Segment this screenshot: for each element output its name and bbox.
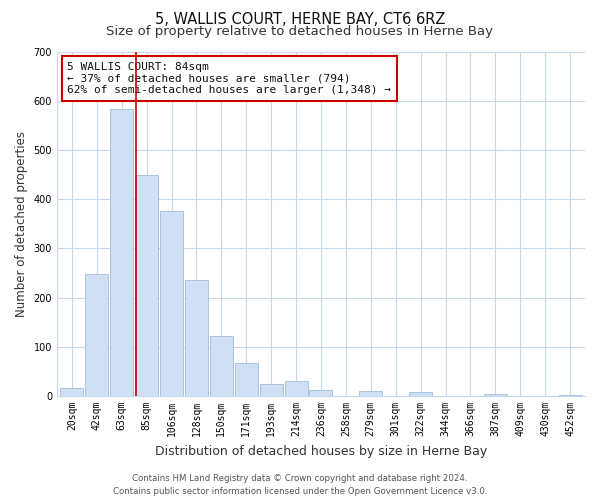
Bar xyxy=(260,384,283,396)
Bar xyxy=(484,394,507,396)
Text: 5 WALLIS COURT: 84sqm
← 37% of detached houses are smaller (794)
62% of semi-det: 5 WALLIS COURT: 84sqm ← 37% of detached … xyxy=(67,62,391,95)
Bar xyxy=(359,391,382,396)
Bar xyxy=(85,274,108,396)
X-axis label: Distribution of detached houses by size in Herne Bay: Distribution of detached houses by size … xyxy=(155,444,487,458)
Text: 5, WALLIS COURT, HERNE BAY, CT6 6RZ: 5, WALLIS COURT, HERNE BAY, CT6 6RZ xyxy=(155,12,445,28)
Text: Contains HM Land Registry data © Crown copyright and database right 2024.
Contai: Contains HM Land Registry data © Crown c… xyxy=(113,474,487,496)
Bar xyxy=(135,174,158,396)
Bar xyxy=(559,394,581,396)
Bar xyxy=(310,390,332,396)
Bar xyxy=(185,280,208,396)
Bar xyxy=(235,363,257,396)
Bar xyxy=(160,212,183,396)
Bar xyxy=(110,109,133,396)
Bar xyxy=(409,392,432,396)
Text: Size of property relative to detached houses in Herne Bay: Size of property relative to detached ho… xyxy=(107,25,493,38)
Bar xyxy=(61,388,83,396)
Bar xyxy=(210,336,233,396)
Y-axis label: Number of detached properties: Number of detached properties xyxy=(15,131,28,317)
Bar xyxy=(284,381,308,396)
